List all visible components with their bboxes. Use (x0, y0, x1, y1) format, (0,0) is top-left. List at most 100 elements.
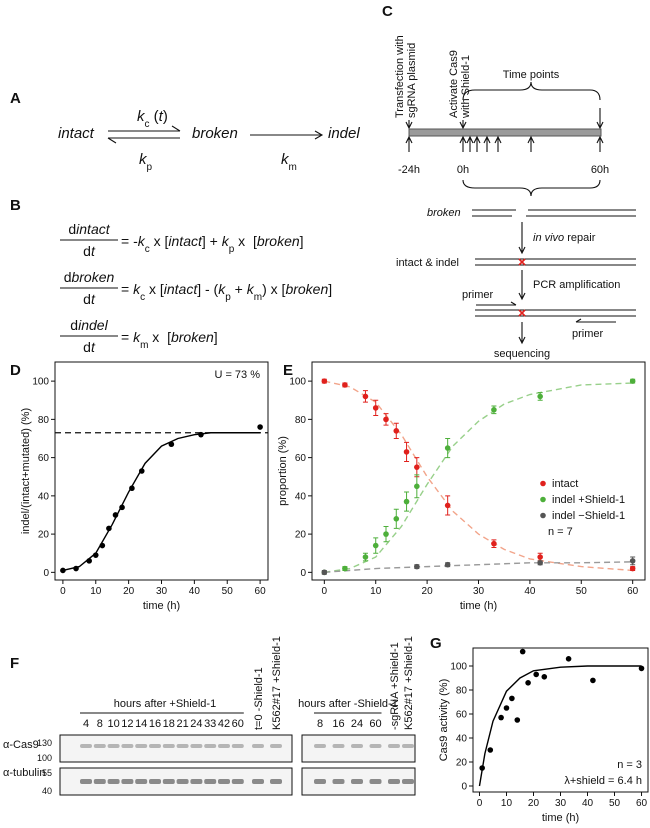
panel-letter: F (10, 655, 19, 672)
text-segment: c (145, 119, 150, 130)
point (444, 502, 451, 509)
x-tick-label: 40 (582, 798, 594, 809)
text-segment: broken (285, 281, 328, 297)
text-segment: t (91, 291, 96, 307)
lane-label: 16 (149, 718, 161, 730)
x-tick-label: 0 (60, 586, 66, 597)
rate-label: km (281, 151, 297, 173)
blot-frame (301, 734, 416, 763)
text-segment: t (91, 243, 96, 259)
text-segment: intact (76, 221, 111, 237)
point (533, 671, 539, 678)
band (107, 744, 120, 748)
point (491, 540, 497, 547)
legend-swatch (540, 496, 546, 503)
point (86, 558, 92, 564)
y-tick-label: 60 (456, 710, 468, 721)
band (218, 779, 230, 784)
text-segment: ) (163, 108, 168, 125)
point (393, 428, 400, 434)
y-tick-label: 60 (38, 453, 50, 464)
panel-letter: B (10, 197, 21, 214)
marker-label: 100 (37, 753, 52, 763)
antibody-label: α-Cas9 (3, 739, 39, 751)
point (629, 565, 636, 572)
text-segment: ] - ( (197, 281, 218, 297)
band (121, 744, 134, 748)
fit-line (324, 561, 633, 574)
lane-label: 60 (232, 718, 244, 730)
time-label: 0h (457, 164, 469, 176)
band (231, 744, 244, 748)
text-segment: ] (300, 233, 304, 249)
text-segment: intact (168, 233, 203, 249)
event-label: Activate Cas9 (448, 50, 460, 118)
lane-label: K562#17 +Shield-1 (271, 636, 283, 730)
y-tick-label: 20 (295, 530, 307, 541)
point (565, 656, 572, 662)
blot-title: hours after +Shield-1 (114, 698, 216, 710)
band (204, 779, 217, 784)
text-segment: x [ (148, 329, 171, 345)
event-label: Transfection with (394, 35, 406, 118)
point (537, 559, 543, 566)
band (176, 744, 189, 748)
x-tick-label: 0 (477, 798, 483, 809)
point (491, 407, 497, 413)
text-segment: x [ (150, 233, 169, 249)
text-segment: ] + (202, 233, 222, 249)
lane-label: 33 (204, 718, 216, 730)
x-tick-label: 50 (576, 586, 588, 597)
antibody-label: α-tubulin (3, 767, 45, 779)
point (444, 561, 451, 568)
y-tick-label: 100 (450, 662, 467, 673)
step-label: sequencing (494, 348, 550, 360)
point (525, 680, 531, 686)
plot-frame (54, 361, 269, 581)
point (342, 382, 348, 388)
band (176, 779, 189, 784)
denominator: dt (83, 243, 96, 259)
lane-label: 8 (317, 718, 323, 730)
event-label: sgRNA plasmid (406, 43, 418, 118)
legend-swatch (540, 512, 546, 519)
dna (472, 209, 636, 345)
band (369, 744, 382, 748)
x-tick-label: 20 (422, 586, 434, 597)
point (541, 674, 548, 680)
band (218, 744, 230, 748)
mutation-mark (518, 258, 526, 317)
point (444, 445, 451, 451)
band (332, 779, 345, 784)
legend-label: indel −Shield-1 (552, 510, 625, 522)
time-label: 60h (591, 164, 609, 176)
point (403, 498, 410, 505)
point (112, 512, 119, 518)
text-segment: = (121, 329, 133, 345)
point (321, 378, 328, 384)
band (135, 744, 148, 748)
band (80, 744, 92, 748)
panel-letter: G (430, 635, 442, 652)
text-segment: k (138, 233, 146, 249)
primer-label: primer (462, 289, 494, 301)
x-tick-label: 50 (609, 798, 621, 809)
y-axis-label: Cas9 activity (%) (438, 679, 450, 762)
band (270, 744, 282, 748)
denominator: dt (83, 291, 96, 307)
x-tick-label: 30 (473, 586, 485, 597)
text-segment: t (159, 108, 164, 125)
text-segment: d (68, 221, 76, 237)
text-segment: ] (214, 329, 218, 345)
band (190, 779, 203, 784)
point (503, 705, 510, 711)
point (362, 393, 369, 400)
x-tick-label: 10 (370, 586, 382, 597)
band (332, 744, 345, 748)
y-tick-label: 0 (461, 782, 467, 793)
lane-label: 8 (97, 718, 103, 730)
species-label: intact (58, 125, 95, 142)
point (383, 531, 389, 537)
text-segment: = - (121, 233, 138, 249)
